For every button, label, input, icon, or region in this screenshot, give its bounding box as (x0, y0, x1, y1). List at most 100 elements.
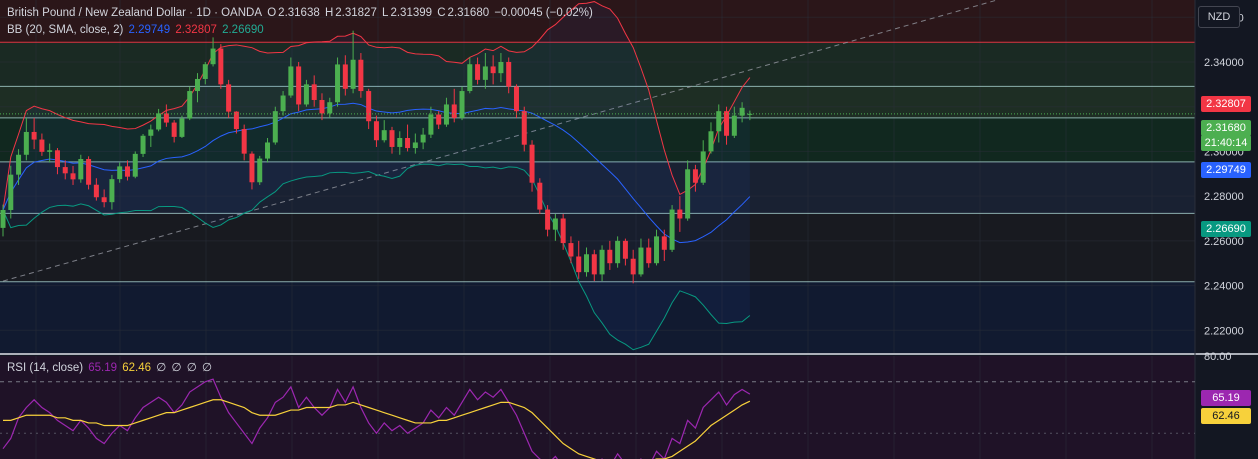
candle (677, 209, 683, 219)
candle (86, 159, 92, 185)
candle (296, 66, 302, 105)
bb-upper-value: 2.32807 (175, 24, 217, 36)
candle (249, 153, 255, 183)
candle (342, 64, 348, 89)
low-key: L (382, 7, 389, 19)
candle (731, 115, 737, 136)
candle (241, 129, 247, 154)
candle (257, 158, 263, 183)
candle (607, 249, 613, 264)
candle (661, 236, 667, 250)
candle (389, 130, 395, 147)
candle (132, 153, 138, 177)
candle (0, 209, 6, 228)
candle (210, 48, 216, 65)
main-legend: British Pound / New Zealand Dollar · 1D … (7, 6, 595, 21)
low-value: 2.31399 (390, 7, 433, 19)
candle (288, 66, 294, 96)
candle (327, 102, 333, 114)
candle (747, 113, 753, 115)
candle (179, 118, 185, 137)
candle (568, 243, 574, 257)
candle (529, 144, 535, 183)
bb-upper-line (2, 1, 751, 211)
candle (685, 169, 691, 219)
rsi-empty-4: ∅ (201, 362, 212, 374)
candle (513, 86, 519, 112)
zone-band (0, 0, 1195, 43)
candle (506, 61, 512, 87)
candle (280, 95, 286, 112)
candle (358, 59, 364, 92)
candle (16, 154, 22, 175)
currency-selector[interactable]: NZD (1198, 6, 1240, 28)
candle (350, 59, 356, 89)
zone-band (0, 161, 1195, 214)
open-key: O (267, 7, 277, 19)
candle (8, 174, 14, 210)
candle (70, 173, 76, 180)
candle (93, 184, 99, 198)
bb-lower-value: 2.26690 (222, 24, 264, 36)
candle (47, 150, 53, 152)
candle (171, 122, 177, 137)
candle (475, 64, 481, 80)
candle (646, 247, 652, 264)
candle (591, 254, 597, 275)
rsi-pane-bg (0, 356, 1195, 459)
rsi-empty-3: ∅ (186, 362, 197, 374)
candle (163, 113, 169, 123)
candle (381, 130, 387, 141)
bb-fill (3, 1, 750, 350)
bb-upper-badge: 2.32807 (1201, 96, 1251, 112)
price-tick-label: 2.28000 (1204, 191, 1244, 203)
candle (545, 209, 551, 230)
candle (576, 256, 582, 273)
candle (700, 151, 706, 183)
bb-lower-line (2, 163, 751, 351)
candle (654, 236, 660, 264)
candle (202, 64, 208, 79)
candle (716, 111, 722, 132)
candle (405, 137, 411, 149)
change-value: −0.00045 (−0.02%) (494, 7, 593, 19)
bb-basis-badge: 2.29749 (1201, 162, 1251, 178)
bb-basis-value: 2.29749 (128, 24, 171, 36)
candle (521, 111, 527, 145)
candle (23, 131, 29, 155)
candle (366, 91, 372, 122)
candle (451, 104, 457, 118)
rsi-label[interactable]: RSI (14, close) (7, 362, 84, 374)
candle (39, 139, 45, 152)
rsi-ma-value: 62.46 (122, 362, 152, 374)
candle (467, 64, 473, 92)
rsi-ma-badge: 62.46 (1201, 408, 1251, 424)
candle (78, 159, 84, 180)
candle (420, 134, 426, 143)
zone-band (0, 117, 1195, 162)
candle (443, 104, 449, 125)
candle (311, 84, 317, 100)
candle (459, 91, 465, 118)
candle (226, 84, 232, 112)
price-tick-label: 2.22000 (1204, 325, 1244, 337)
rsi-ma-line (3, 399, 751, 459)
rsi-value: 65.19 (88, 362, 118, 374)
candle (692, 169, 698, 183)
candle (124, 166, 130, 177)
high-value: 2.31827 (335, 7, 377, 19)
candle (498, 61, 504, 74)
candle (490, 66, 496, 74)
candle (428, 114, 434, 135)
candle (54, 150, 60, 168)
candle (233, 111, 239, 130)
bb-label[interactable]: BB (20, SMA, close, 2) (7, 24, 124, 36)
candle (638, 247, 644, 275)
symbol-title[interactable]: British Pound / New Zealand Dollar · 1D … (7, 7, 263, 19)
candle (584, 254, 589, 273)
zone-band (0, 86, 1195, 118)
candle (109, 179, 115, 203)
candle (599, 249, 605, 275)
rsi-tick-label: 80.00 (1204, 351, 1232, 363)
